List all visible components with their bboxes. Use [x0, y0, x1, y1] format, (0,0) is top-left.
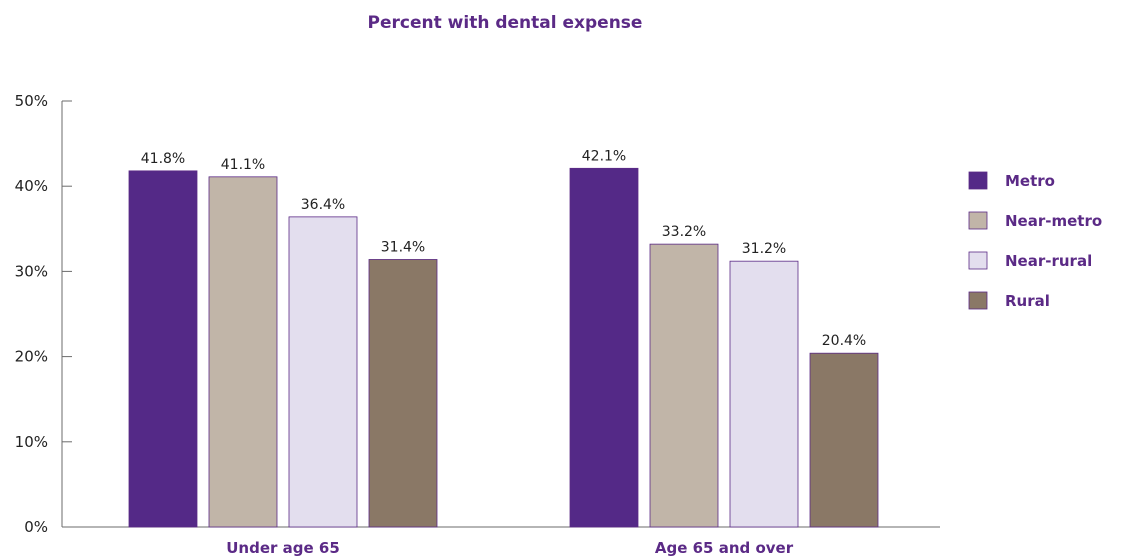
- y-tick-label: 40%: [15, 177, 48, 195]
- legend-swatch: [968, 251, 988, 270]
- y-tick-label: 30%: [15, 262, 48, 280]
- bar: [569, 167, 639, 528]
- axes: 0% 10% 20% 30% 40% 50% Under age 65 Age 65 and …: [15, 92, 940, 557]
- legend-swatch: [968, 171, 988, 190]
- legend: Metro Near-metro Near-rural Rural: [968, 171, 1102, 310]
- data-label: 41.8%: [141, 151, 185, 167]
- bar: [288, 216, 358, 528]
- bar: [809, 352, 879, 528]
- bar: [649, 243, 719, 528]
- data-label: 31.2%: [742, 241, 786, 257]
- legend-swatch: [968, 291, 988, 310]
- data-label: 33.2%: [662, 224, 706, 240]
- y-tick-label: 0%: [24, 518, 48, 536]
- bar: [128, 170, 198, 528]
- bar: [368, 259, 438, 528]
- bar: [729, 260, 799, 528]
- data-label: 42.1%: [582, 148, 626, 164]
- x-tick-label: Under age 65: [226, 539, 340, 557]
- legend-swatch: [968, 211, 988, 230]
- x-tick-label: Age 65 and over: [655, 539, 794, 557]
- y-tick-label: 20%: [15, 348, 48, 366]
- bar: [208, 176, 278, 528]
- legend-label: Rural: [1005, 292, 1050, 310]
- chart-title: Percent with dental expense: [368, 13, 643, 33]
- legend-label: Near-rural: [1005, 252, 1092, 270]
- legend-label: Near-metro: [1005, 212, 1102, 230]
- y-tick-label: 10%: [15, 433, 48, 451]
- data-label: 41.1%: [221, 157, 265, 173]
- y-tick-label: 50%: [15, 92, 48, 110]
- data-label: 31.4%: [381, 239, 425, 255]
- data-label: 20.4%: [822, 333, 866, 349]
- bars: 41.8% 41.1% 36.4% 31.4% 42.1% 33.2% 31.2% 20.4%: [128, 148, 879, 528]
- data-label: 36.4%: [301, 197, 345, 213]
- legend-label: Metro: [1005, 172, 1055, 190]
